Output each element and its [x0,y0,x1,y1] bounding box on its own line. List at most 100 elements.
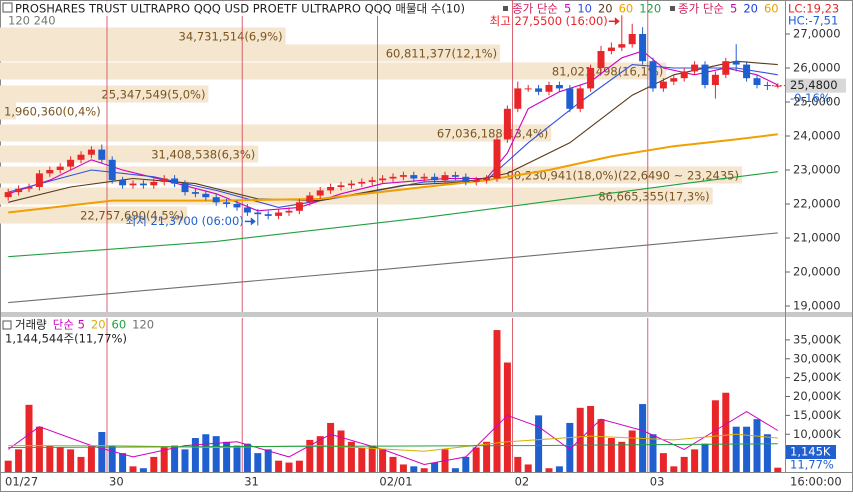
volume-bar [774,467,782,472]
volume-bar [410,466,418,472]
volume-bar [306,439,314,472]
volume-bar [264,449,272,472]
candle-body [431,176,439,181]
legend-item: 20 [91,318,106,332]
current-volume-change: 11,77% [790,458,834,472]
y-tick-label: 22,0000 [793,197,841,211]
legend-item: 60 [764,2,779,16]
volume-bar [607,438,615,472]
candle-body [4,192,12,198]
candle-body [160,178,168,182]
volume-bar [493,330,501,472]
candle-body [514,88,522,109]
volume-bar [358,447,366,472]
volume-bar [628,430,636,472]
x-tick-label: 01/27 [5,475,38,489]
candle-body [680,71,688,79]
volume-bar [680,456,688,472]
candle-body [347,183,355,186]
candle-body [275,212,283,216]
legend-marker [503,6,508,11]
x-tick-label: 02 [515,475,530,489]
low-arrowhead [250,217,256,226]
y-tick-label: 23,0000 [793,163,841,177]
y-tick-label: 35,000K [793,332,841,346]
x-tick-label: 30 [109,475,124,489]
volume-bar [139,468,147,472]
candle-body [108,159,116,181]
volume-profile-bar [0,102,17,120]
volume-bar [129,466,137,472]
legend-item: 120 [639,2,661,16]
volume-profile-label: 25,347,549(5,0%) [101,88,205,102]
candle-body [368,180,376,182]
volume-bar [472,447,480,472]
candle-body [191,192,199,194]
volume-bar [46,445,54,472]
x-tick-label: 03 [650,475,665,489]
moving-average [8,232,778,304]
candle-body [535,88,543,92]
volume-profile-label: 22,757,690(4,5%) [80,209,184,223]
x-tick-label: 02/01 [379,475,412,489]
candle-body [316,190,324,196]
volume-bar [732,426,740,472]
candle-body [743,64,751,79]
volume-bar [431,462,439,472]
volume-bar [295,460,303,472]
volume-profile-bar [0,166,742,184]
volume-profile-label: 67,036,188(13,4%) [437,127,548,141]
volume-bar [35,426,43,472]
volume-profile-bar [0,124,552,142]
volume-bar [191,438,199,472]
candle-body [524,88,532,90]
volume-bar [233,445,241,472]
candle-body [711,74,719,85]
title-bg [13,1,493,16]
candle-body [379,178,387,181]
y-tick-label: 27,0000 [793,26,841,40]
volume-bar [87,445,95,472]
candle-body [441,175,449,181]
volume-bar [368,445,376,472]
volume-bar [202,434,210,472]
volume-profile-label: 34,731,514(6,9%) [179,29,283,43]
volume-profile-bar [0,62,667,80]
volume-bar [451,468,459,472]
volume-bar [212,436,220,472]
legend-item: 120 [132,318,154,332]
volume-bar [618,441,626,472]
candle-body [555,84,563,89]
candle-body [202,193,210,198]
volume-bar [275,460,283,472]
volume-bar [15,449,23,472]
volume-bar [347,441,355,472]
legend-marker [670,6,675,11]
volume-bar [587,405,595,472]
moving-average [7,411,779,466]
y-tick-label: 21,0000 [793,231,841,245]
candle-body [545,84,553,92]
volume-bar [743,426,751,472]
volume-profile-label: 60,811,377(12,1%) [386,47,497,61]
volume-profile-bar [0,85,209,103]
volume-bar [462,456,470,472]
volume-bar [171,445,179,472]
current-change-label: -0,16% [790,91,831,105]
volume-bar [337,430,345,472]
y-tick-label: 19,0000 [793,299,841,313]
candle-body [87,149,95,155]
volume-bar [649,434,657,472]
volume-bar [555,466,563,472]
candle-body [399,175,407,177]
volume-bar [243,443,251,472]
y-tick-label: 20,0000 [793,265,841,279]
volume-profile-label: 86,665,355(17,3%) [598,190,709,204]
volume-bar [399,464,407,472]
volume-profile-label: 81,021,498(16,1%) [552,64,663,78]
candle-body [410,175,418,179]
candle-body [763,84,771,86]
legend-item: 60 [619,2,634,16]
candle-body [233,204,241,208]
